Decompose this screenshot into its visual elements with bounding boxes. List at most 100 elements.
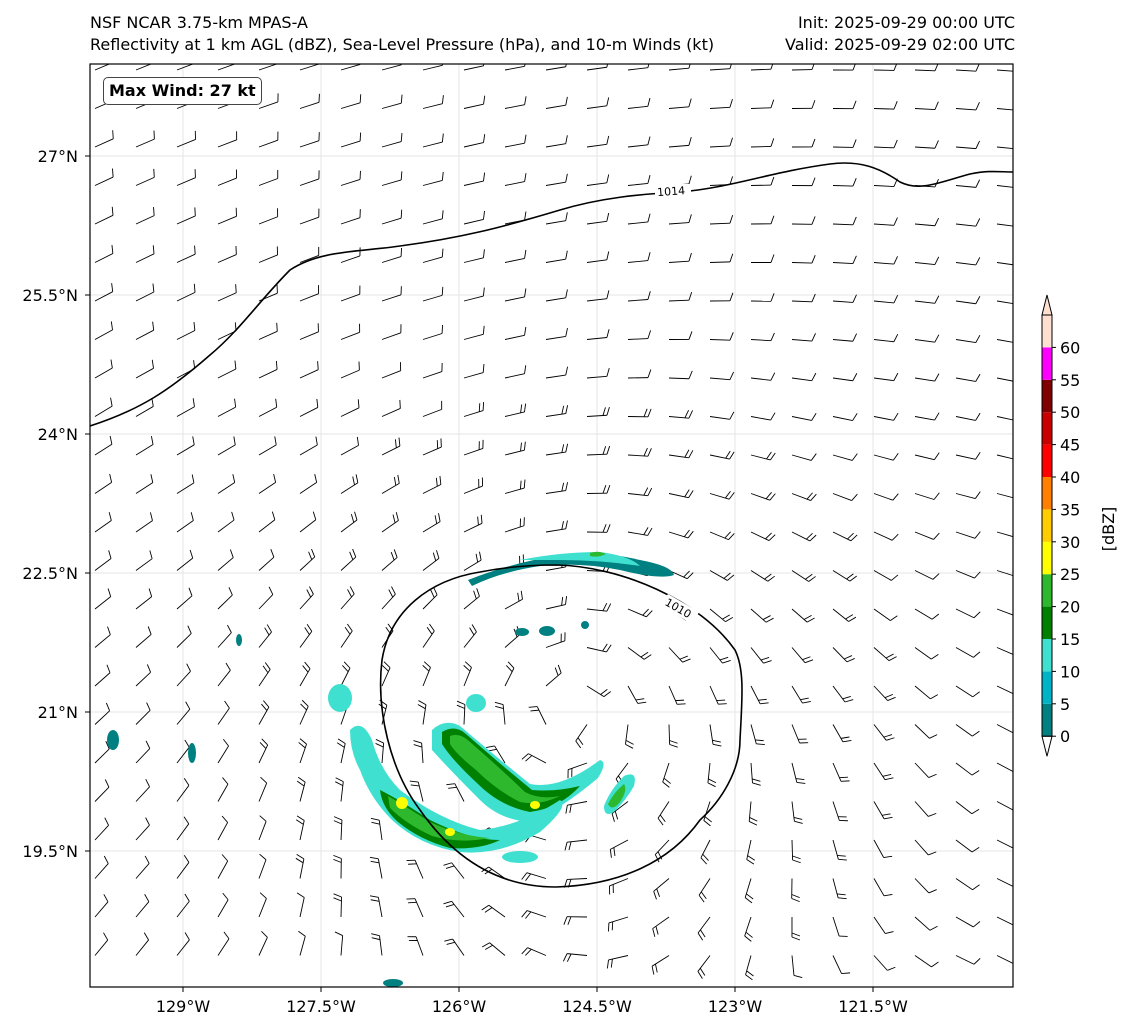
wind-barb [135,359,154,379]
wind-barb [94,817,109,841]
wind-barb [504,441,526,456]
isobar-labels: 1014 1010 [655,184,700,625]
wind-barb [668,214,692,225]
wind-barb [369,856,383,879]
wind-barb [750,531,776,541]
colorbar-tick-label: 5 [1060,695,1070,714]
wind-barb [335,777,344,802]
wind-barb [135,283,155,302]
lat-label: 21°N [38,703,78,722]
wind-barb [135,168,155,186]
wind-barb [94,206,114,225]
wind-barb [463,402,485,417]
colorbar-bin [1042,315,1052,348]
wind-barb [914,724,938,739]
wind-barbs [94,64,1013,981]
wind-barb [914,295,940,304]
wind-barb [745,955,754,981]
wind-barb [299,511,317,533]
wind-barb [955,724,980,737]
lon-label: 124.5°W [562,997,632,1016]
wind-barb [707,762,717,788]
wind-barb [381,586,396,610]
wind-barb [955,570,981,579]
wind-barb [494,701,506,725]
wind-barb [258,930,268,956]
wind-barb [668,291,693,302]
wind-barb [409,780,424,802]
wind-barb [176,663,191,687]
wind-barb [94,779,110,802]
wind-barb [176,778,190,802]
wind-barb [217,777,229,802]
wind-barb [94,168,114,186]
reflectivity-cell [388,796,490,841]
wind-barb [709,450,735,460]
wind-barb [422,248,444,263]
wind-barb [504,590,523,610]
colorbar-bin [1042,509,1052,542]
wind-barb [914,452,940,461]
wind-barb [791,762,806,784]
wind-barb [627,64,650,71]
wind-barb [914,531,940,540]
map-frame [89,63,1014,988]
wind-barb [627,487,653,497]
lat-label: 22.5°N [22,564,78,583]
map-axes: 27°N 25.5°N 24°N 22.5°N 21°N 19.5°N 129°W 127.5… [22,147,908,1016]
wind-barb [176,701,191,725]
isobars [90,162,1013,888]
wind-barb [832,178,857,187]
wind-barb [996,146,1013,150]
wind-barb [914,492,940,500]
wind-barb [955,608,981,619]
wind-barb [955,412,981,421]
wind-barb [296,892,305,918]
wind-barb [258,246,278,263]
wind-barb [791,333,816,342]
wind-barb [217,398,237,417]
wind-barb [463,661,472,687]
wind-barb [375,739,385,764]
wind-barb [873,955,896,971]
wind-barb [504,517,525,533]
wind-barb [135,588,153,610]
wind-barb [791,608,815,623]
wind-barb [750,570,775,582]
wind-barb [135,207,155,225]
wind-barb [750,762,761,786]
wind-barb [135,130,155,148]
wind-barb [504,249,527,263]
wind-barb [545,96,568,109]
wind-barb [504,134,527,148]
wind-barb [750,491,776,501]
wind-barb [996,262,1013,266]
wind-barb [955,916,981,928]
wind-barb [914,101,939,110]
wind-barb [832,878,847,900]
wind-barb [791,138,816,148]
wind-barb [832,762,850,782]
wind-barb [94,435,113,456]
wind-barb [176,321,196,340]
wind-barb [955,101,980,111]
wind-barb [791,492,817,502]
lat-label: 25.5°N [22,286,78,305]
wind-barb [627,647,652,660]
wind-barb [791,801,803,824]
colorbar-tick-label: 20 [1060,598,1080,617]
reflectivity-cell [383,979,403,987]
reflectivity-cell [515,628,529,636]
wind-barb [521,872,547,881]
wind-barb [873,493,899,501]
wind-barb [258,853,267,879]
wind-barb [258,815,267,841]
wind-barb [94,664,111,687]
colorbar-tick-label: 10 [1060,662,1080,681]
wind-barb [791,412,817,421]
wind-barb [94,550,112,571]
wind-barb [381,247,403,263]
wind-barb [176,436,195,456]
wind-barb [791,685,811,704]
wind-barb [873,685,896,702]
